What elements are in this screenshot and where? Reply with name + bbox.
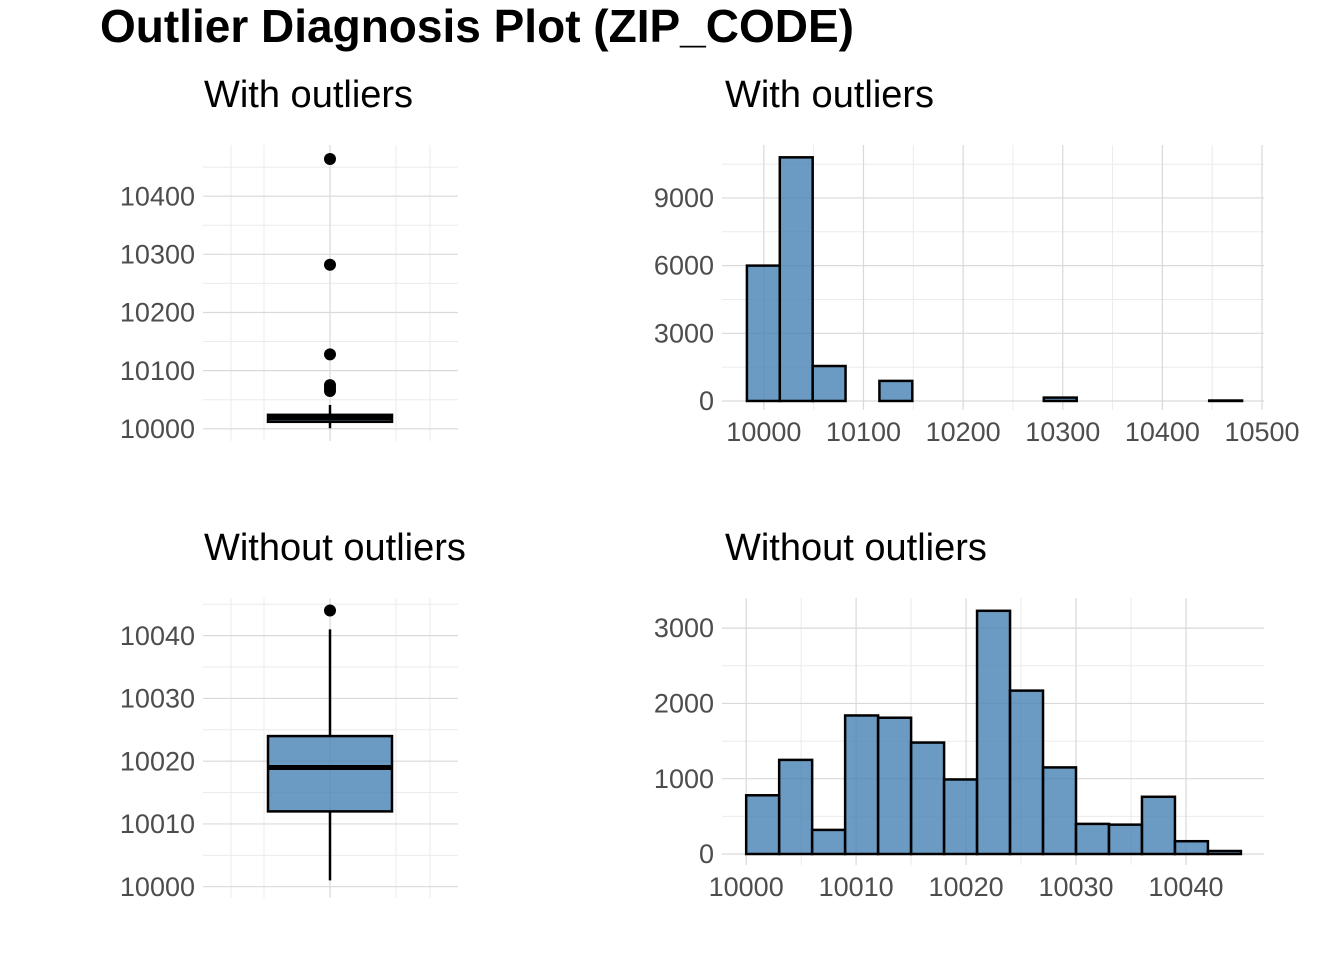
x-tick-label: 10400 [1125,417,1200,447]
histogram-bar [810,828,847,856]
panel-title: With outliers [725,74,934,116]
histogram-bar [1042,396,1078,403]
histogram-bar [1206,849,1243,856]
histogram-bar [1008,689,1045,856]
histogram-bar [843,714,880,856]
y-tick-label: 10030 [120,684,195,714]
panel-title: Without outliers [725,527,987,569]
y-tick-label: 10040 [120,621,195,651]
y-tick-label: 0 [699,386,714,416]
histogram-bar [878,379,914,403]
x-tick-label: 10020 [929,872,1004,902]
x-tick-label: 10100 [826,417,901,447]
x-tick-label: 10030 [1038,872,1113,902]
y-tick-label: 3000 [654,318,714,348]
histogram-bar [1074,822,1111,856]
y-tick-label: 10000 [120,872,195,902]
panel-title: With outliers [204,74,413,116]
histogram-bar [777,758,814,856]
histogram-bar [1173,839,1210,856]
y-tick-label: 10200 [120,298,195,328]
y-tick-label: 3000 [654,613,714,643]
x-tick-label: 10000 [726,417,801,447]
box [266,734,394,813]
y-tick-label: 10300 [120,239,195,269]
histogram-bar [745,264,782,403]
y-tick-label: 1000 [654,764,714,794]
histogram-bar [1107,823,1144,856]
histogram-bar [744,794,781,856]
outlier [324,348,336,361]
x-tick-label: 10500 [1224,417,1299,447]
y-tick-label: 10000 [120,414,195,444]
x-tick-label: 10000 [709,872,784,902]
outlier [324,152,336,165]
x-tick-label: 10200 [926,417,1001,447]
histogram-bar [811,364,847,403]
y-tick-label: 6000 [654,251,714,281]
y-tick-label: 0 [699,839,714,869]
panel-title: Without outliers [204,527,466,569]
x-tick-label: 10300 [1025,417,1100,447]
y-tick-label: 9000 [654,183,714,213]
y-tick-label: 10100 [120,356,195,386]
histogram-bar [1041,766,1078,856]
outlier [324,258,336,271]
x-tick-label: 10010 [819,872,894,902]
y-tick-label: 10020 [120,746,195,776]
histogram-bar [909,741,946,856]
histogram-bar [876,716,913,856]
outlier [324,604,336,617]
histogram-bar [942,778,979,856]
y-tick-label: 2000 [654,689,714,719]
histogram-bar [1140,795,1177,856]
x-tick-label: 10040 [1148,872,1223,902]
y-tick-label: 10010 [120,809,195,839]
y-tick-label: 10400 [120,181,195,211]
histogram-bar [778,156,814,403]
figure-title: Outlier Diagnosis Plot (ZIP_CODE) [100,0,854,52]
outlier [324,379,336,392]
histogram-bar [975,609,1012,856]
